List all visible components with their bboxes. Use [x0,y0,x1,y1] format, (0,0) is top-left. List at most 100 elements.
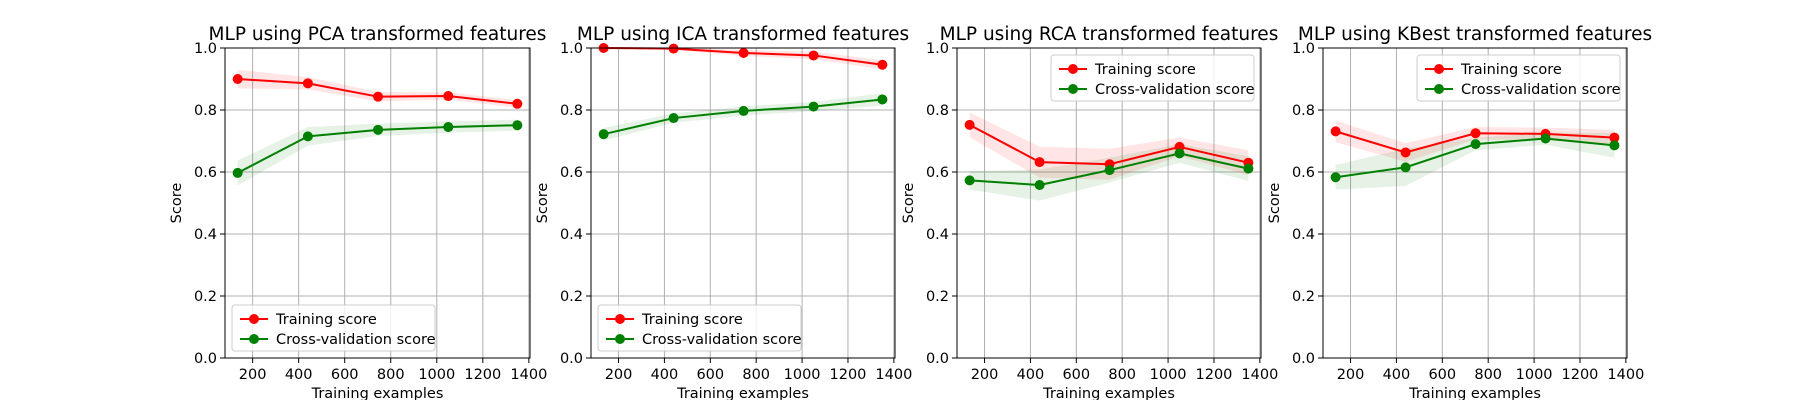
data-point-cv [738,105,749,116]
y-tick-label: 0.8 [560,103,583,119]
y-tick-label: 0.2 [1292,289,1315,305]
x-tick-label: 1400 [1607,367,1644,383]
x-tick-label: 400 [285,367,313,383]
y-axis-label: Score [1267,183,1283,224]
x-tick-label: 1000 [1150,367,1187,383]
data-point-cv [232,167,243,178]
x-tick-label: 400 [1383,367,1411,383]
x-tick-label: 200 [239,367,267,383]
data-point-training [1470,128,1481,139]
axes-frame [956,47,1262,359]
y-tick-label: 1.0 [560,41,583,57]
data-point-training [1330,126,1341,137]
y-tick-label: 0.4 [1292,227,1315,243]
data-point-cv [964,175,975,186]
y-tick-label: 0.6 [560,165,583,181]
data-point-training [1609,132,1620,143]
data-point-cv [1174,148,1185,159]
legend-label-training: Training score [1460,62,1562,78]
data-point-training [1034,157,1045,168]
data-point-training [302,78,313,89]
x-tick-label: 1200 [464,367,501,383]
legend-marker-training [249,314,259,324]
data-point-training [373,91,384,102]
data-point-cv [1104,165,1115,176]
legend-marker-training [1068,64,1078,74]
y-tick-label: 0.0 [1292,351,1315,367]
x-tick-label: 200 [1337,367,1365,383]
x-tick-label: 1000 [1516,367,1553,383]
legend: Training score Cross-validation score [231,304,436,352]
x-tick-label: 200 [971,367,999,383]
legend-box [231,304,436,352]
data-point-training [512,98,523,109]
chart-panel-1: 200 400 600 800 1000 1200 1400 0.0 0.2 0.4 0.6 0.8 1… [169,24,547,400]
axes-frame [224,47,531,359]
data-point-cv [443,122,454,133]
x-tick-label: 600 [696,367,724,383]
x-tick-label: 1400 [875,367,912,383]
x-axis-label: Training examples [676,386,809,400]
chart-title: MLP using RCA transformed features [940,24,1279,45]
x-tick-label: 1400 [1241,367,1278,383]
legend-box [1050,54,1255,102]
legend-box [597,304,802,352]
x-tick-label: 1200 [1196,367,1233,383]
axes-frame [590,47,896,359]
y-tick-label: 0.8 [194,103,217,119]
y-tick-label: 0.4 [560,227,583,243]
y-tick-label: 1.0 [926,41,949,57]
y-axis-label: Score [535,183,551,224]
data-point-cv [302,131,313,142]
legend-label-training: Training score [641,312,743,328]
data-point-training [808,50,819,61]
axes-frame [1322,47,1628,359]
chart-panel-3: 200 400 600 800 1000 1200 1400 0.0 0.2 0.4 0.6 0.8 1… [901,24,1278,400]
data-point-training [668,43,679,54]
x-tick-label: 600 [331,367,359,383]
data-point-cv [1330,172,1341,183]
y-tick-label: 0.2 [926,289,949,305]
y-axis-label: Score [169,183,185,224]
y-tick-label: 0.4 [194,227,217,243]
legend: Training score Cross-validation score [1050,54,1255,102]
data-point-training [738,47,749,58]
y-tick-label: 0.6 [926,165,949,181]
y-tick-label: 0.2 [194,289,217,305]
confidence-band-cv [1335,132,1615,190]
data-point-cv [373,124,384,135]
chart-panel-2: 200 400 600 800 1000 1200 1400 0.0 0.2 0.4 0.6 0.8 1… [535,24,912,400]
data-point-cv [1609,140,1620,151]
legend-marker-cv [615,334,625,344]
x-tick-label: 800 [1108,367,1136,383]
confidence-band-training [237,69,518,108]
x-tick-label: 400 [651,367,679,383]
data-point-cv [668,113,679,124]
legend: Training score Cross-validation score [1416,54,1621,102]
data-point-cv [877,94,888,105]
y-tick-label: 0.2 [560,289,583,305]
legend-marker-training [1434,64,1444,74]
x-tick-label: 1000 [784,367,821,383]
y-tick-label: 0.6 [194,165,217,181]
x-tick-label: 1400 [510,367,547,383]
y-tick-label: 0.8 [1292,103,1315,119]
data-point-cv [808,101,819,112]
legend-label-training: Training score [275,312,377,328]
x-tick-label: 200 [605,367,633,383]
data-point-training [1400,147,1411,158]
y-axis-label: Score [901,183,917,224]
data-point-cv [1034,180,1045,191]
y-tick-label: 1.0 [1292,41,1315,57]
y-tick-label: 0.0 [194,351,217,367]
x-tick-label: 600 [1062,367,1090,383]
x-tick-label: 1200 [1562,367,1599,383]
legend-label-cv: Cross-validation score [1095,82,1255,98]
x-tick-label: 1200 [830,367,867,383]
legend: Training score Cross-validation score [597,304,802,352]
y-tick-label: 0.4 [926,227,949,243]
x-axis-label: Training examples [1408,386,1541,400]
confidence-band-cv [603,93,883,141]
y-tick-label: 1.0 [194,41,217,57]
